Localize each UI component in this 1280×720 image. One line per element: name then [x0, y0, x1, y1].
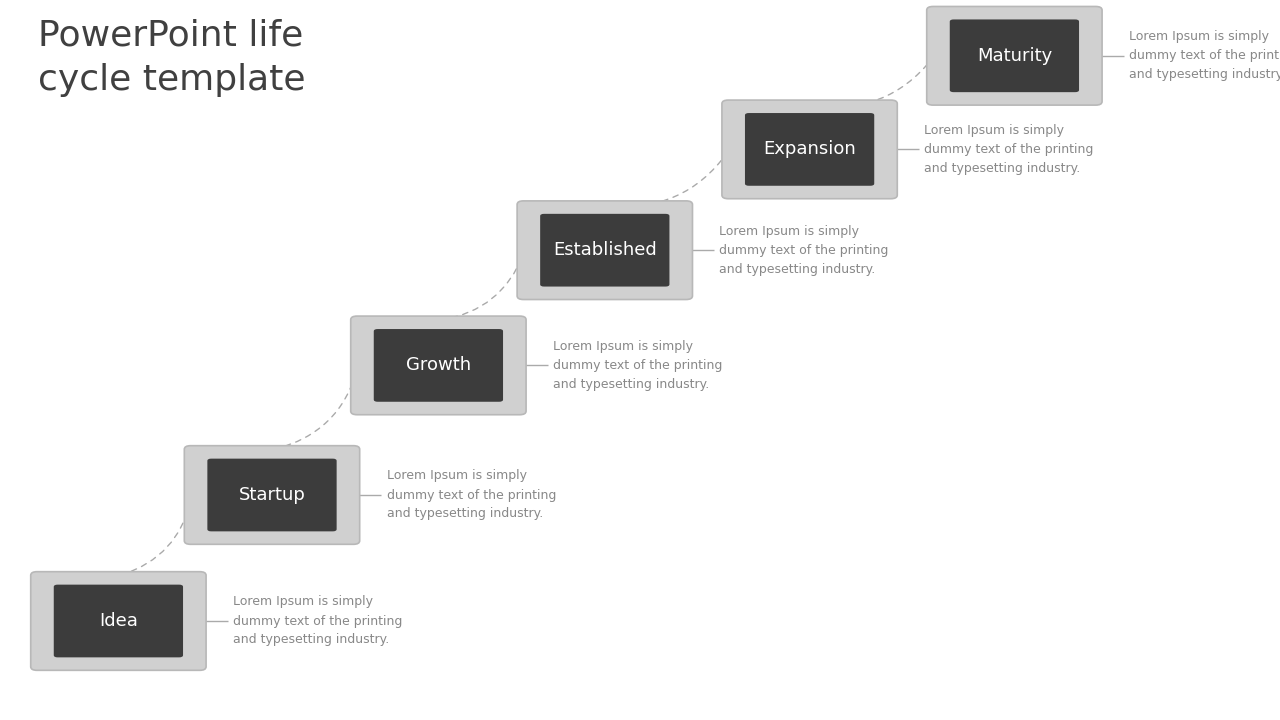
FancyBboxPatch shape	[950, 19, 1079, 92]
Text: Maturity: Maturity	[977, 47, 1052, 65]
FancyBboxPatch shape	[54, 585, 183, 657]
Text: Lorem Ipsum is simply
dummy text of the printing
and typesetting industry.: Lorem Ipsum is simply dummy text of the …	[387, 469, 556, 521]
FancyBboxPatch shape	[927, 6, 1102, 105]
FancyArrowPatch shape	[442, 254, 524, 320]
FancyBboxPatch shape	[31, 572, 206, 670]
FancyArrowPatch shape	[608, 153, 727, 207]
Text: Lorem Ipsum is simply
dummy text of the printing
and typesetting industry.: Lorem Ipsum is simply dummy text of the …	[924, 124, 1093, 175]
FancyBboxPatch shape	[745, 113, 874, 186]
FancyBboxPatch shape	[207, 459, 337, 531]
Text: Idea: Idea	[99, 612, 138, 630]
Text: Lorem Ipsum is simply
dummy text of the printing
and typesetting industry.: Lorem Ipsum is simply dummy text of the …	[553, 340, 722, 391]
Text: Lorem Ipsum is simply
dummy text of the printing
and typesetting industry.: Lorem Ipsum is simply dummy text of the …	[719, 225, 888, 276]
FancyBboxPatch shape	[722, 100, 897, 199]
FancyBboxPatch shape	[517, 201, 692, 300]
Text: Growth: Growth	[406, 356, 471, 374]
FancyBboxPatch shape	[351, 316, 526, 415]
Text: PowerPoint life
cycle template: PowerPoint life cycle template	[38, 18, 306, 96]
Text: Expansion: Expansion	[763, 140, 856, 158]
FancyBboxPatch shape	[374, 329, 503, 402]
Text: Startup: Startup	[238, 486, 306, 504]
Text: Lorem Ipsum is simply
dummy text of the printing
and typesetting industry.: Lorem Ipsum is simply dummy text of the …	[233, 595, 402, 647]
FancyBboxPatch shape	[184, 446, 360, 544]
FancyArrowPatch shape	[122, 499, 192, 575]
FancyArrowPatch shape	[275, 369, 358, 449]
Text: Established: Established	[553, 241, 657, 259]
FancyBboxPatch shape	[540, 214, 669, 287]
Text: Lorem Ipsum is simply
dummy text of the printing
and typesetting industry.: Lorem Ipsum is simply dummy text of the …	[1129, 30, 1280, 81]
FancyArrowPatch shape	[813, 59, 932, 107]
